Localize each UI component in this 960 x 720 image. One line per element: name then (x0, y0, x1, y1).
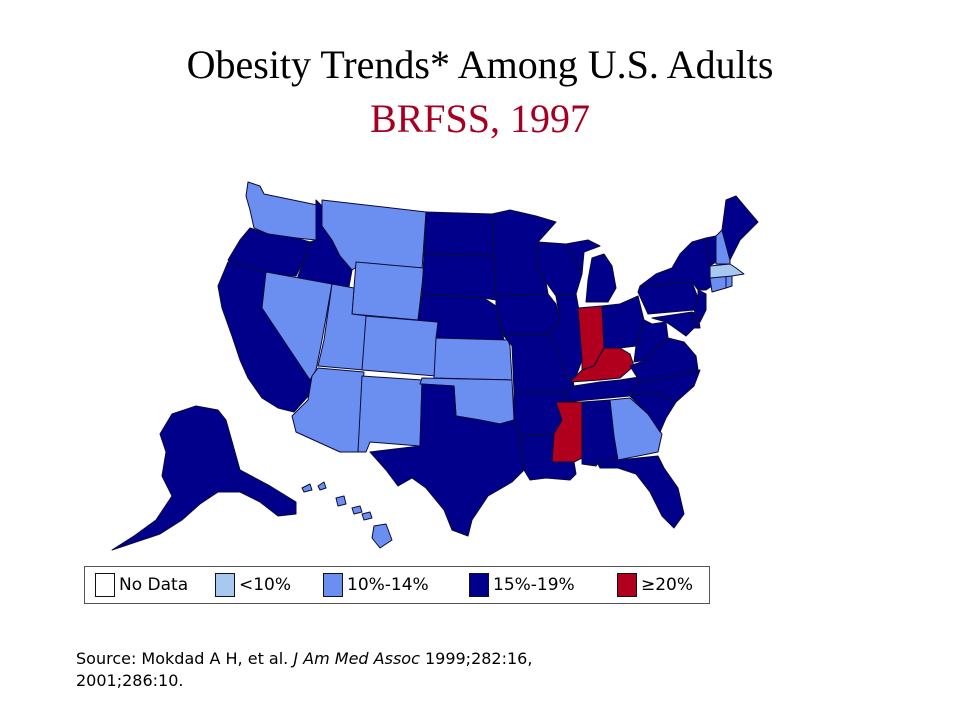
state-or (227, 227, 311, 277)
state-hi (301, 481, 393, 549)
legend-label-gte20: ≥20% (641, 575, 694, 595)
page-title: Obesity Trends* Among U.S. Adults BRFSS,… (0, 38, 960, 146)
legend-swatch-15-19 (469, 573, 489, 597)
us-obesity-map (100, 170, 800, 560)
state-co (361, 315, 439, 377)
state-nm (357, 375, 423, 453)
legend-label-no-data: No Data (119, 575, 189, 595)
title-line-2: BRFSS, 1997 (369, 96, 591, 141)
legend-label-lt10: <10% (239, 575, 292, 595)
source-suffix: 1999;282:16, (419, 649, 533, 668)
state-fl (595, 455, 685, 529)
state-ga (609, 397, 663, 461)
source-line-2: 2001;286:10. (76, 671, 184, 690)
legend-label-15-19: 15%-19% (493, 575, 575, 595)
source-citation: Source: Mokdad A H, et al. J Am Med Asso… (76, 648, 776, 692)
legend-swatch-lt10 (215, 573, 235, 597)
state-ri (725, 275, 733, 289)
legend-label-10-14: 10%-14% (347, 575, 429, 595)
state-ct (709, 275, 727, 293)
state-sd (421, 253, 497, 301)
state-ky (569, 347, 635, 383)
source-journal: J Am Med Assoc (293, 649, 420, 668)
title-line-1: Obesity Trends* Among U.S. Adults (186, 42, 774, 87)
state-nd (423, 211, 495, 257)
state-ia (495, 293, 561, 337)
state-ks (433, 337, 513, 381)
state-wy (351, 261, 425, 321)
map-legend: No Data <10% 10%-14% 15%-19% ≥20% (84, 566, 710, 604)
state-pa (637, 281, 699, 315)
state-ak (111, 405, 297, 551)
state-vt (705, 235, 717, 267)
legend-swatch-10-14 (323, 573, 343, 597)
state-wv (633, 319, 669, 363)
state-nj (693, 289, 707, 323)
state-mi (565, 239, 617, 303)
state-ny (639, 237, 713, 291)
source-prefix: Source: Mokdad A H, et al. (76, 649, 294, 668)
state-nh (715, 229, 731, 265)
state-ma (709, 263, 745, 279)
legend-swatch-no-data (95, 573, 115, 597)
legend-swatch-gte20 (617, 573, 637, 597)
state-tx (369, 383, 525, 537)
state-me (721, 195, 759, 261)
state-il (547, 293, 583, 383)
